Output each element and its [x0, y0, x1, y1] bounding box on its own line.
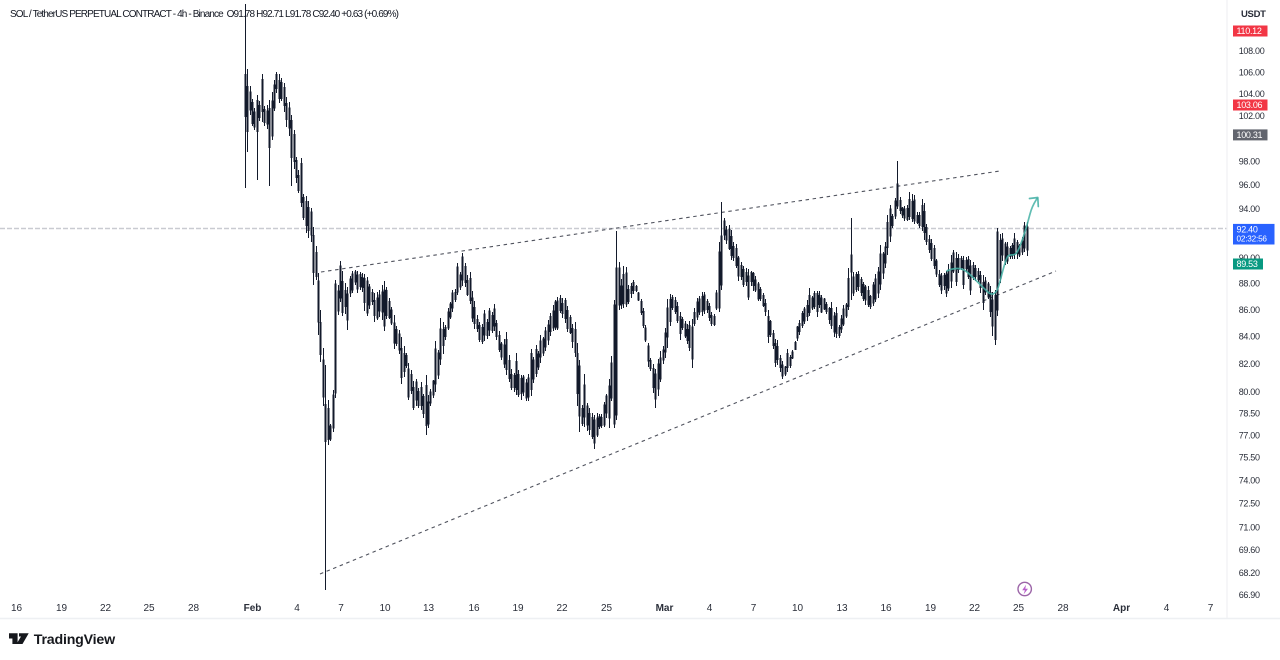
svg-text:28: 28: [1057, 603, 1069, 614]
svg-text:75.50: 75.50: [1239, 453, 1260, 463]
svg-text:02:32:56: 02:32:56: [1237, 235, 1268, 244]
svg-text:4: 4: [1164, 603, 1170, 614]
svg-text:SOL / TetherUS PERPETUAL CONTR: SOL / TetherUS PERPETUAL CONTRACT - 4h -…: [10, 9, 399, 20]
svg-text:13: 13: [836, 603, 848, 614]
svg-text:74.00: 74.00: [1239, 476, 1260, 486]
svg-text:4: 4: [294, 603, 300, 614]
svg-text:28: 28: [188, 603, 200, 614]
svg-text:98.00: 98.00: [1239, 157, 1260, 167]
svg-text:10: 10: [792, 603, 804, 614]
svg-text:77.00: 77.00: [1239, 430, 1260, 440]
svg-text:Feb: Feb: [244, 603, 262, 614]
svg-text:102.00: 102.00: [1239, 111, 1265, 121]
svg-text:16: 16: [468, 603, 480, 614]
svg-text:25: 25: [143, 603, 155, 614]
svg-text:104.00: 104.00: [1239, 89, 1265, 99]
svg-text:22: 22: [556, 603, 568, 614]
svg-text:71.00: 71.00: [1239, 523, 1260, 533]
svg-text:72.50: 72.50: [1239, 499, 1260, 509]
svg-text:69.60: 69.60: [1239, 545, 1260, 555]
svg-text:90.00: 90.00: [1239, 253, 1260, 263]
svg-text:Mar: Mar: [656, 603, 674, 614]
svg-text:108.00: 108.00: [1239, 46, 1265, 56]
svg-text:13: 13: [423, 603, 435, 614]
svg-text:82.00: 82.00: [1239, 359, 1260, 369]
svg-text:USDT: USDT: [1241, 9, 1266, 20]
svg-text:10: 10: [379, 603, 391, 614]
svg-text:22: 22: [100, 603, 112, 614]
svg-text:86.00: 86.00: [1239, 305, 1260, 315]
svg-text:7: 7: [1208, 603, 1214, 614]
svg-text:25: 25: [1013, 603, 1025, 614]
svg-text:TradingView: TradingView: [34, 632, 116, 648]
svg-text:68.20: 68.20: [1239, 568, 1260, 578]
svg-text:89.53: 89.53: [1237, 259, 1258, 269]
svg-text:25: 25: [601, 603, 613, 614]
svg-text:96.00: 96.00: [1239, 180, 1260, 190]
svg-text:16: 16: [11, 603, 23, 614]
svg-text:16: 16: [880, 603, 892, 614]
svg-text:92.40: 92.40: [1237, 225, 1258, 235]
svg-text:4: 4: [707, 603, 713, 614]
svg-text:7: 7: [338, 603, 344, 614]
svg-text:94.00: 94.00: [1239, 204, 1260, 214]
svg-text:22: 22: [969, 603, 981, 614]
svg-text:7: 7: [751, 603, 757, 614]
svg-text:66.90: 66.90: [1239, 590, 1260, 600]
svg-text:88.00: 88.00: [1239, 279, 1260, 289]
svg-text:80.00: 80.00: [1239, 387, 1260, 397]
svg-text:Apr: Apr: [1113, 603, 1130, 614]
svg-text:103.06: 103.06: [1237, 100, 1263, 110]
svg-text:100.31: 100.31: [1237, 130, 1263, 140]
svg-text:110.12: 110.12: [1237, 26, 1262, 36]
svg-text:19: 19: [925, 603, 937, 614]
svg-text:106.00: 106.00: [1239, 67, 1265, 77]
svg-text:78.50: 78.50: [1239, 408, 1260, 418]
svg-text:84.00: 84.00: [1239, 332, 1260, 342]
svg-text:19: 19: [512, 603, 524, 614]
svg-text:19: 19: [56, 603, 68, 614]
